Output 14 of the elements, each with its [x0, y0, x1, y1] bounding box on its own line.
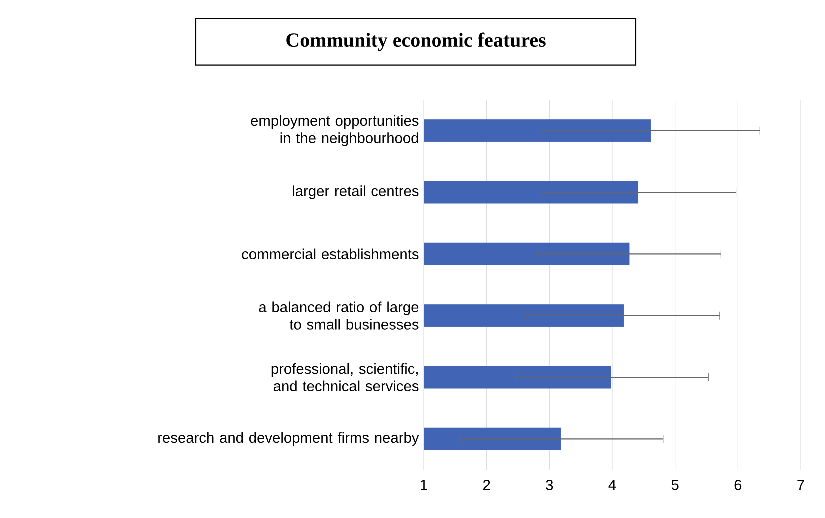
y-tick-label: professional, scientific, and technical services — [272, 363, 419, 392]
x-tick-label: 1 — [421, 480, 428, 490]
x-tick-label: 7 — [798, 480, 804, 490]
chart-title: Community economic features — [286, 32, 546, 52]
y-tick-label: employment opportunities in the neighbourhood — [251, 115, 419, 146]
x-tick-label: 6 — [734, 480, 742, 490]
y-tick-label: research and development firms nearby — [158, 432, 420, 446]
x-tick-label: 5 — [672, 480, 679, 490]
x-tick-label: 2 — [483, 480, 490, 490]
y-tick-label: commercial establishments — [242, 248, 419, 260]
y-tick-label: larger retail centres — [293, 186, 419, 200]
x-tick-label: 3 — [546, 480, 554, 490]
x-tick-label: 4 — [608, 480, 616, 490]
y-tick-label: a balanced ratio of large to small businesses — [259, 302, 419, 330]
